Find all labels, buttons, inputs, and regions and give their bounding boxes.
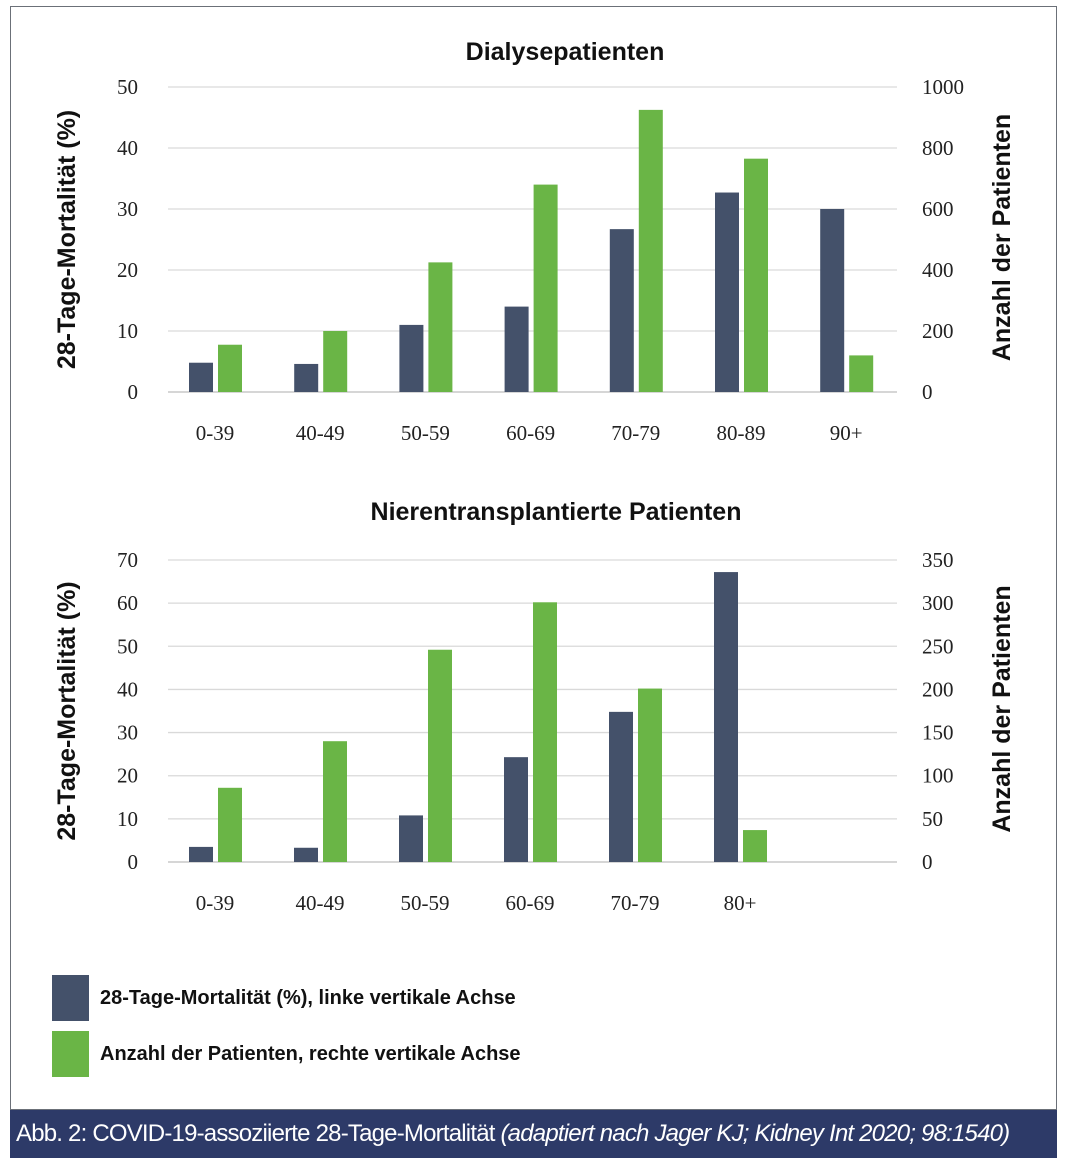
chart-0-category-label: 70-79	[611, 421, 660, 445]
chart-1-category-label: 60-69	[506, 891, 555, 915]
chart-1-bar-patients	[743, 830, 767, 862]
chart-0-ytick-left: 20	[117, 258, 138, 282]
chart-0-bar-mortality	[715, 192, 739, 392]
caption-main: Abb. 2: COVID-19-assoziierte 28-Tage-Mor…	[16, 1120, 501, 1147]
chart-1-bar-patients	[428, 649, 452, 862]
chart-0-title: Dialysepatienten	[466, 38, 665, 66]
chart-1-bar-mortality	[609, 711, 633, 862]
chart-1-bar-patients	[638, 688, 662, 862]
chart-0-ytick-right: 200	[922, 319, 954, 343]
chart-0-bar-patients	[428, 262, 453, 392]
chart-0-ytick-right: 0	[922, 380, 933, 404]
chart-1-ytick-left: 20	[117, 764, 138, 788]
chart-1-ylabel-right: Anzahl der Patienten	[988, 585, 1016, 832]
chart-0-bar-mortality	[820, 209, 845, 392]
legend-swatch-mortality	[52, 975, 89, 1021]
chart-0-bar-mortality	[294, 363, 319, 392]
chart-1-category-label: 0-39	[196, 891, 235, 915]
chart-0-category-label: 80-89	[717, 421, 766, 445]
chart-1-category-label: 70-79	[611, 891, 660, 915]
chart-0-bar-patients	[849, 355, 874, 392]
figure-caption: Abb. 2: COVID-19-assoziierte 28-Tage-Mor…	[10, 1110, 1057, 1158]
chart-0-ytick-right: 400	[922, 258, 954, 282]
chart-1-bar-mortality	[189, 846, 213, 862]
chart-0-bar-patients	[638, 109, 663, 392]
chart-0-ytick-left: 10	[117, 319, 138, 343]
legend-label-mortality: 28-Tage-Mortalität (%), linke vertikale …	[100, 987, 516, 1009]
chart-1-bar-patients	[533, 602, 557, 862]
chart-0-category-label: 40-49	[296, 421, 345, 445]
chart-1-ytick-left: 60	[117, 591, 138, 615]
chart-1-category-label: 50-59	[401, 891, 450, 915]
chart-1-ytick-right: 50	[922, 807, 943, 831]
chart-1-ytick-right: 300	[922, 591, 954, 615]
legend-label-patients: Anzahl der Patienten, rechte vertikale A…	[100, 1043, 521, 1065]
chart-0-category-label: 50-59	[401, 421, 450, 445]
chart-1-ylabel-left: 28-Tage-Mortalität (%)	[53, 581, 81, 840]
chart-0-category-label: 0-39	[196, 421, 235, 445]
chart-1-ytick-left: 0	[128, 850, 139, 874]
chart-0-bar-mortality	[189, 362, 213, 392]
charts-area: Dialysepatienten010203040500200400600800…	[53, 38, 1016, 915]
chart-0-bar-patients	[323, 331, 348, 392]
chart-1-ytick-left: 40	[117, 677, 138, 701]
chart-1-ytick-right: 150	[922, 721, 954, 745]
chart-1-ytick-left: 30	[117, 721, 138, 745]
chart-0-ytick-left: 30	[117, 197, 138, 221]
legend-item-patients: Anzahl der Patienten, rechte vertikale A…	[52, 1031, 752, 1081]
chart-1-ytick-left: 10	[117, 807, 138, 831]
chart-0-ytick-left: 0	[128, 380, 139, 404]
chart-0-bar-mortality	[609, 229, 634, 392]
chart-0-ytick-right: 600	[922, 197, 954, 221]
figure-frame	[10, 6, 1057, 1110]
chart-1-ytick-right: 200	[922, 677, 954, 701]
chart-0-ytick-right: 800	[922, 136, 954, 160]
chart-1-title: Nierentransplantierte Patienten	[371, 498, 742, 526]
chart-0-ytick-left: 50	[117, 75, 138, 99]
chart-0-ytick-right: 1000	[922, 75, 964, 99]
chart-0-ylabel-right: Anzahl der Patienten	[988, 114, 1016, 361]
chart-1-bar-mortality	[294, 847, 318, 862]
chart-1-ytick-right: 0	[922, 850, 933, 874]
chart-1-ytick-left: 70	[117, 548, 138, 572]
legend-swatch-patients	[52, 1031, 89, 1077]
chart-0-ylabel-left: 28-Tage-Mortalität (%)	[53, 110, 81, 369]
chart-1-category-label: 80+	[724, 891, 757, 915]
chart-0-bar-patients	[218, 344, 242, 392]
chart-1-ytick-right: 350	[922, 548, 954, 572]
chart-0-bar-patients	[533, 184, 558, 392]
caption-citation: (adaptiert nach Jager KJ; Kidney Int 202…	[500, 1120, 1010, 1147]
chart-0-bar-mortality	[504, 306, 529, 392]
chart-1-bar-patients	[323, 741, 347, 862]
chart-1-bar-mortality	[399, 815, 423, 862]
legend-item-mortality: 28-Tage-Mortalität (%), linke vertikale …	[52, 975, 752, 1025]
chart-1-ytick-left: 50	[117, 634, 138, 658]
chart-1-category-label: 40-49	[296, 891, 345, 915]
chart-0-category-label: 90+	[830, 421, 863, 445]
chart-0-bar-patients	[744, 158, 768, 392]
chart-1-bar-patients	[218, 787, 242, 862]
chart-0-category-label: 60-69	[506, 421, 555, 445]
chart-1-bar-mortality	[714, 572, 738, 862]
chart-0-ytick-left: 40	[117, 136, 138, 160]
chart-1-ytick-right: 250	[922, 634, 954, 658]
chart-1-bar-mortality	[504, 757, 528, 862]
chart-0-bar-mortality	[399, 324, 424, 392]
chart-1-ytick-right: 100	[922, 764, 954, 788]
